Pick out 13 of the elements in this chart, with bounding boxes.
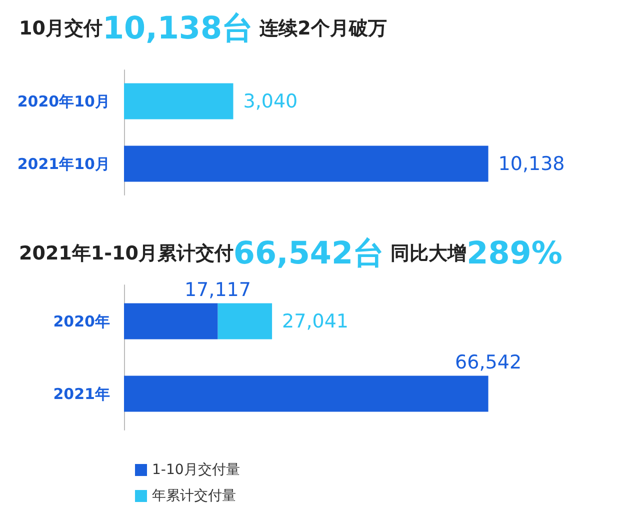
chart-title: 2021年1-10月累计交付66,542台 同比大增289%	[19, 236, 562, 272]
y-tick-label: 2021年	[53, 384, 110, 403]
y-tick-label: 2020年	[53, 312, 110, 330]
data-label: 3,040	[243, 90, 298, 112]
y-tick-label: 2020年10月	[17, 92, 110, 110]
data-label: 66,542	[455, 351, 522, 374]
legend-label: 年累计交付量	[152, 488, 236, 504]
data-label: 10,138	[498, 152, 565, 175]
chart-title: 10月交付10,138台 连续2个月破万	[19, 10, 387, 46]
y-tick-label: 2021年10月	[17, 154, 110, 173]
total-label: 27,041	[282, 310, 349, 332]
data-label: 17,117	[184, 278, 251, 301]
legend-label: 1-10月交付量	[152, 462, 240, 478]
